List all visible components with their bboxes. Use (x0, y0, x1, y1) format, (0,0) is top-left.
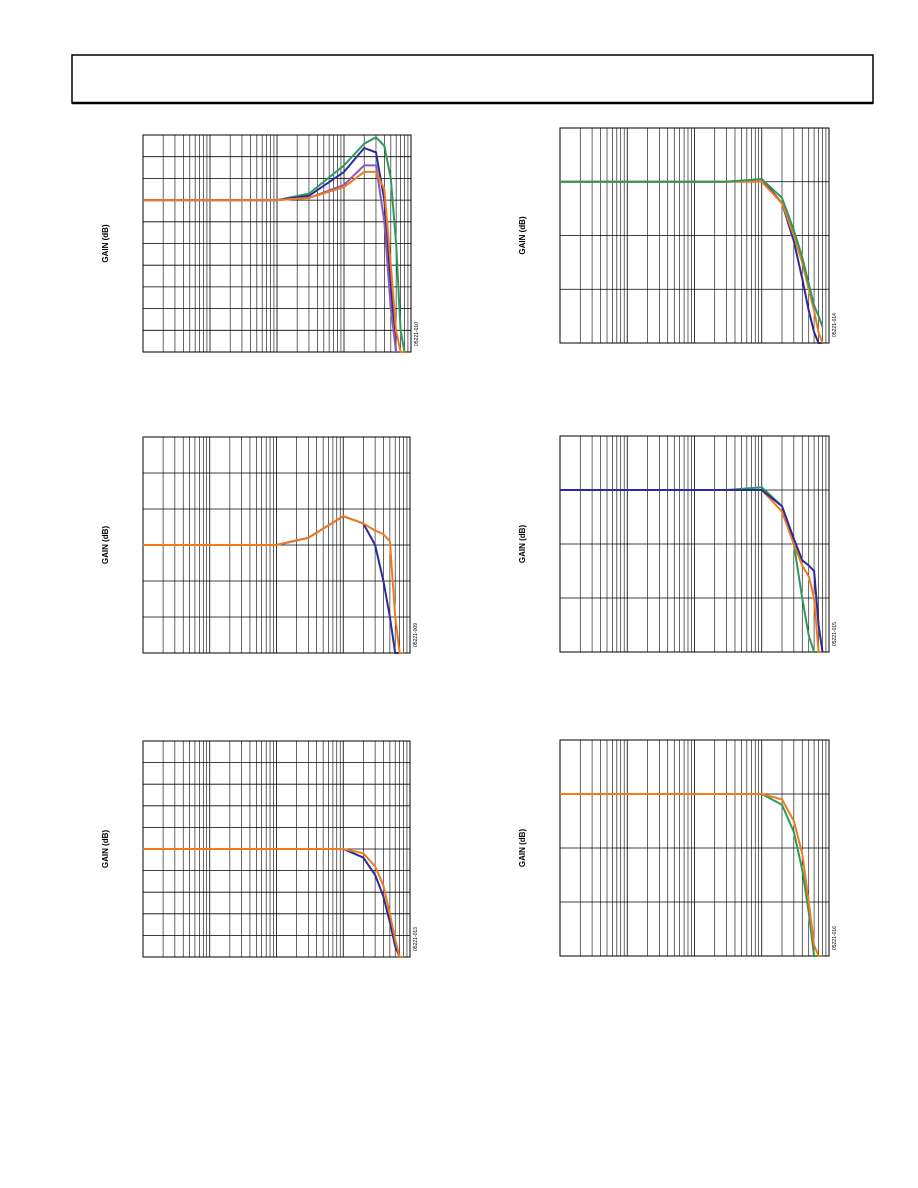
figure-code: 05221-014 (832, 313, 838, 337)
series-line (143, 170, 405, 353)
plot-frame (559, 435, 830, 653)
plot-frame (142, 134, 412, 353)
y-axis-label: GAIN (dB) (518, 216, 527, 255)
y-axis-label: GAIN (dB) (518, 829, 527, 868)
series-line (560, 793, 823, 957)
header-box (71, 54, 874, 104)
y-axis-label: GAIN (dB) (101, 224, 110, 263)
y-axis-label: GAIN (dB) (101, 830, 110, 869)
series-line (560, 489, 824, 653)
plot-frame (559, 739, 830, 957)
series-line (143, 848, 404, 958)
series-line (560, 178, 824, 328)
figure-code: 05221-015 (832, 622, 838, 646)
plot-frame (559, 127, 830, 344)
y-axis-label: GAIN (dB) (518, 525, 527, 564)
figure-code: 05221-010 (414, 322, 420, 346)
figure-code: 05221-013 (413, 927, 419, 951)
series-line (143, 515, 404, 654)
figure-code: 05221-016 (832, 926, 838, 950)
y-axis-label: GAIN (dB) (101, 526, 110, 565)
figure-code: 05221-009 (413, 623, 419, 647)
